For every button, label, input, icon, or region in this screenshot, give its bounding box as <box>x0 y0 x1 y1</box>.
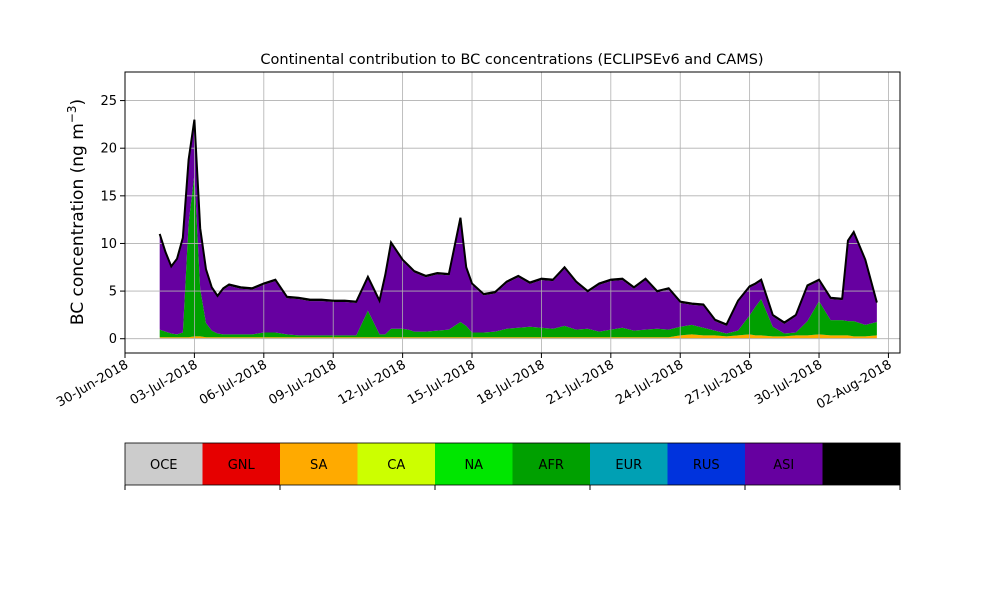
area-series-sa <box>159 334 877 339</box>
legend-label-sa: SA <box>310 458 327 473</box>
legend-swatch-gnl <box>202 443 281 485</box>
legend-swatch-ca <box>357 443 436 485</box>
legend-swatch-na <box>435 443 513 485</box>
x-tick-label: 02-Aug-2018 <box>814 357 894 412</box>
x-tick-label: 30-Jun-2018 <box>54 357 131 410</box>
legend-swatch-oce <box>125 443 203 485</box>
x-tick-label: 24-Jul-2018 <box>613 357 686 408</box>
legend-label-asi: ASI <box>773 458 794 473</box>
y-tick-label: 0 <box>109 332 117 347</box>
legend-label-aus: AUS <box>848 458 875 473</box>
y-tick-label: 10 <box>100 237 117 252</box>
y-axis: 0 5 10 15 20 25 <box>100 94 125 347</box>
x-tick-label: 03-Jul-2018 <box>128 357 201 408</box>
legend-label-na: NA <box>464 458 483 473</box>
total-outline <box>158 119 878 326</box>
legend-swatch-asi <box>745 443 823 485</box>
x-tick-label: 12-Jul-2018 <box>336 357 409 408</box>
y-tick-label: 5 <box>109 285 117 300</box>
legend-swatch-sa <box>280 443 358 485</box>
legend-frame <box>124 442 901 486</box>
legend-label-eur: EUR <box>615 458 642 473</box>
legend-swatch-afr <box>512 443 591 485</box>
x-axis: 30-Jun-201803-Jul-201806-Jul-201809-Jul-… <box>54 353 894 413</box>
legend-label-oce: OCE <box>150 458 178 473</box>
legend-label-afr: AFR <box>539 458 564 473</box>
chart-title: Continental contribution to BC concentra… <box>260 52 763 68</box>
y-tick-label: 15 <box>100 189 117 204</box>
x-tick-label: 09-Jul-2018 <box>266 357 339 408</box>
x-tick-label: 27-Jul-2018 <box>683 357 756 408</box>
legend-colorbar: OCE GNL SA CA NA AFR EUR RUS ASI AUS <box>124 442 901 490</box>
area-series-asi <box>159 121 877 336</box>
x-tick-label: 15-Jul-2018 <box>405 357 478 408</box>
legend-swatch-aus <box>822 443 901 485</box>
y-tick-label: 20 <box>100 142 117 157</box>
legend-label-gnl: GNL <box>228 458 256 473</box>
y-tick-label: 25 <box>100 94 117 109</box>
x-tick-label: 21-Jul-2018 <box>544 357 617 408</box>
x-tick-label: 06-Jul-2018 <box>197 357 270 408</box>
legend-swatch-eur <box>590 443 668 485</box>
legend-label-ca: CA <box>387 458 405 473</box>
x-tick-label: 18-Jul-2018 <box>475 357 548 408</box>
y-axis-label: BC concentration (ng m−3) <box>65 99 88 325</box>
plot-frame <box>124 71 901 354</box>
legend-label-rus: RUS <box>693 458 720 473</box>
legend-swatch-rus <box>667 443 746 485</box>
plot-area: 0 5 10 15 20 25 30-Jun-201803-Jul-201806-Jul-… <box>54 71 901 413</box>
